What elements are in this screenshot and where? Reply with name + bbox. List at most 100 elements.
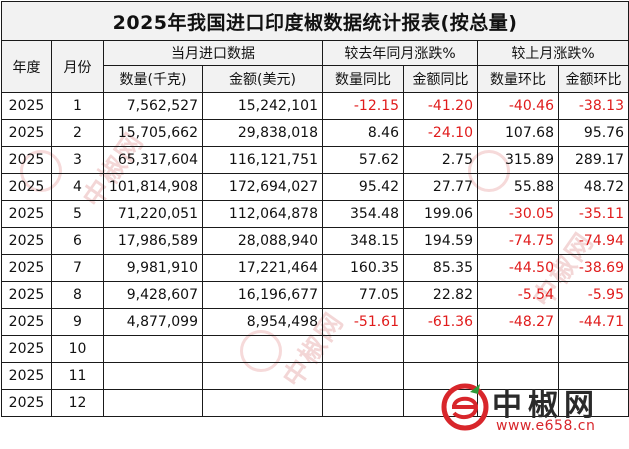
cell-month: 2 [51, 119, 104, 147]
cell-amount [202, 335, 323, 363]
table-row: 2025 7 9,981,910 17,221,464 160.35 85.35 -44.5… [1, 254, 629, 282]
cell-amount [202, 362, 323, 390]
cell-qty-yoy: 354.48 [322, 200, 404, 228]
table-body: 2025 1 7,562,527 15,242,101 -12.15 -41.20 -40.… [1, 92, 629, 417]
header-group-mom: 较上月涨跌% [477, 40, 629, 66]
cell-qty-mom: -44.50 [477, 254, 559, 282]
cell-qty: 9,981,910 [103, 254, 203, 282]
cell-month: 10 [51, 335, 104, 363]
header-qty: 数量(千克) [103, 65, 203, 93]
cell-month: 12 [51, 389, 104, 417]
cell-amount-mom: -35.11 [558, 200, 629, 228]
cell-amount-yoy: -41.20 [403, 92, 478, 120]
cell-month: 1 [51, 92, 104, 120]
cell-month: 6 [51, 227, 104, 255]
cell-amount: 16,196,677 [202, 281, 323, 309]
cell-qty: 17,986,589 [103, 227, 203, 255]
header-qty-mom: 数量环比 [477, 65, 559, 93]
table-row: 2025 10 [1, 335, 629, 363]
cell-qty-mom [477, 362, 559, 390]
cell-qty [103, 362, 203, 390]
cell-qty-yoy: -12.15 [322, 92, 404, 120]
cell-amount-mom: -44.71 [558, 308, 629, 336]
cell-year: 2025 [1, 362, 52, 390]
cell-qty-mom [477, 389, 559, 417]
cell-qty-mom [477, 335, 559, 363]
cell-qty: 7,562,527 [103, 92, 203, 120]
cell-year: 2025 [1, 335, 52, 363]
cell-qty [103, 335, 203, 363]
table-row: 2025 11 [1, 362, 629, 390]
cell-amount: 29,838,018 [202, 119, 323, 147]
cell-amount: 116,121,751 [202, 146, 323, 174]
cell-amount: 8,954,498 [202, 308, 323, 336]
cell-qty-mom: -30.05 [477, 200, 559, 228]
cell-qty-yoy [322, 335, 404, 363]
cell-amount-yoy: -61.36 [403, 308, 478, 336]
cell-year: 2025 [1, 200, 52, 228]
header-month: 月份 [51, 40, 104, 93]
table-title: 2025年我国进口印度椒数据统计报表(按总量) [1, 1, 629, 41]
cell-amount: 112,064,878 [202, 200, 323, 228]
cell-amount-yoy: -24.10 [403, 119, 478, 147]
cell-qty-yoy: 348.15 [322, 227, 404, 255]
cell-amount-yoy: 199.06 [403, 200, 478, 228]
cell-amount-yoy: 22.82 [403, 281, 478, 309]
cell-amount [202, 389, 323, 417]
table-row: 2025 6 17,986,589 28,088,940 348.15 194.59 -74… [1, 227, 629, 255]
cell-month: 8 [51, 281, 104, 309]
cell-qty: 71,220,051 [103, 200, 203, 228]
header-amount: 金额(美元) [202, 65, 323, 93]
import-data-table: 2025年我国进口印度椒数据统计报表(按总量) 年度 月份 当月进口数据 较去年… [1, 1, 629, 417]
cell-month: 7 [51, 254, 104, 282]
cell-amount-mom: 289.17 [558, 146, 629, 174]
cell-amount-mom [558, 389, 629, 417]
cell-amount-yoy [403, 389, 478, 417]
cell-amount-mom: -38.13 [558, 92, 629, 120]
cell-qty-yoy: 8.46 [322, 119, 404, 147]
cell-qty-mom: 55.88 [477, 173, 559, 201]
cell-year: 2025 [1, 146, 52, 174]
e-logo-icon [441, 383, 489, 431]
cell-qty-yoy: 57.62 [322, 146, 404, 174]
cell-year: 2025 [1, 389, 52, 417]
cell-amount-mom: -74.94 [558, 227, 629, 255]
cell-amount: 28,088,940 [202, 227, 323, 255]
cell-amount-yoy: 2.75 [403, 146, 478, 174]
cell-qty-mom: 107.68 [477, 119, 559, 147]
cell-year: 2025 [1, 92, 52, 120]
cell-qty-mom: -40.46 [477, 92, 559, 120]
cell-month: 4 [51, 173, 104, 201]
cell-amount: 15,242,101 [202, 92, 323, 120]
cell-qty-mom: 315.89 [477, 146, 559, 174]
cell-qty-yoy: -51.61 [322, 308, 404, 336]
cell-amount-mom: -5.95 [558, 281, 629, 309]
table-row: 2025 3 65,317,604 116,121,751 57.62 2.75 315.8… [1, 146, 629, 174]
cell-year: 2025 [1, 227, 52, 255]
cell-amount-yoy: 85.35 [403, 254, 478, 282]
cell-qty-yoy [322, 362, 404, 390]
table-row: 2025 2 15,705,662 29,838,018 8.46 -24.10 107.6… [1, 119, 629, 147]
header-qty-yoy: 数量同比 [322, 65, 404, 93]
table-row: 2025 5 71,220,051 112,064,878 354.48 199.06 -3… [1, 200, 629, 228]
cell-amount: 17,221,464 [202, 254, 323, 282]
cell-year: 2025 [1, 281, 52, 309]
cell-year: 2025 [1, 173, 52, 201]
logo-url: www.e658.cn [496, 418, 596, 434]
cell-qty: 65,317,604 [103, 146, 203, 174]
cell-qty [103, 389, 203, 417]
cell-qty: 15,705,662 [103, 119, 203, 147]
cell-year: 2025 [1, 119, 52, 147]
header-year: 年度 [1, 40, 52, 93]
cell-qty: 101,814,908 [103, 173, 203, 201]
table-row: 2025 1 7,562,527 15,242,101 -12.15 -41.20 -40.… [1, 92, 629, 120]
cell-qty-yoy: 77.05 [322, 281, 404, 309]
cell-month: 9 [51, 308, 104, 336]
cell-amount-mom [558, 335, 629, 363]
table-row: 2025 9 4,877,099 8,954,498 -51.61 -61.36 -48.2… [1, 308, 629, 336]
cell-qty: 4,877,099 [103, 308, 203, 336]
cell-qty: 9,428,607 [103, 281, 203, 309]
cell-month: 11 [51, 362, 104, 390]
header-amount-mom: 金额环比 [558, 65, 629, 93]
cell-amount-mom [558, 362, 629, 390]
